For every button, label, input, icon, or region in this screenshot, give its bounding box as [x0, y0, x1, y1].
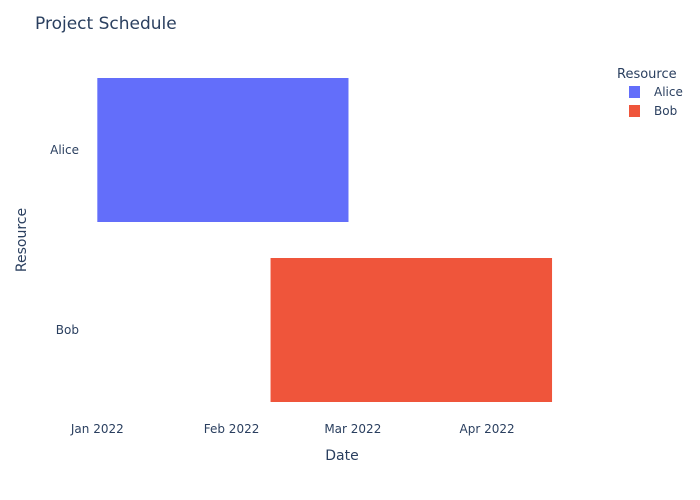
- x-tick-label: Apr 2022: [460, 422, 515, 436]
- legend-title: Resource: [617, 67, 677, 82]
- y-tick-label: Alice: [50, 143, 79, 157]
- legend-label: Alice: [654, 85, 683, 99]
- x-tick-label: Jan 2022: [70, 422, 124, 436]
- y-tick-label: Bob: [56, 323, 79, 337]
- bar-bob[interactable]: [270, 258, 553, 402]
- legend-label: Bob: [654, 104, 677, 118]
- bars-layer: [97, 78, 553, 402]
- legend-swatch: [629, 105, 640, 117]
- y-axis-ticks: Alice Bob: [50, 143, 79, 337]
- x-tick-label: Mar 2022: [324, 422, 381, 436]
- legend-items: Alice Bob: [629, 85, 683, 118]
- legend-item-alice[interactable]: Alice: [629, 85, 683, 99]
- x-tick-label: Feb 2022: [204, 422, 260, 436]
- bar-alice[interactable]: [97, 78, 349, 222]
- legend: Resource Alice Bob: [617, 67, 683, 118]
- y-axis-title: Resource: [14, 208, 30, 272]
- legend-item-bob[interactable]: Bob: [629, 104, 677, 118]
- legend-swatch: [629, 86, 640, 98]
- chart-title: Project Schedule: [35, 14, 177, 34]
- x-axis-ticks: Jan 2022 Feb 2022 Mar 2022 Apr 2022: [70, 422, 515, 436]
- x-axis-title: Date: [325, 448, 358, 464]
